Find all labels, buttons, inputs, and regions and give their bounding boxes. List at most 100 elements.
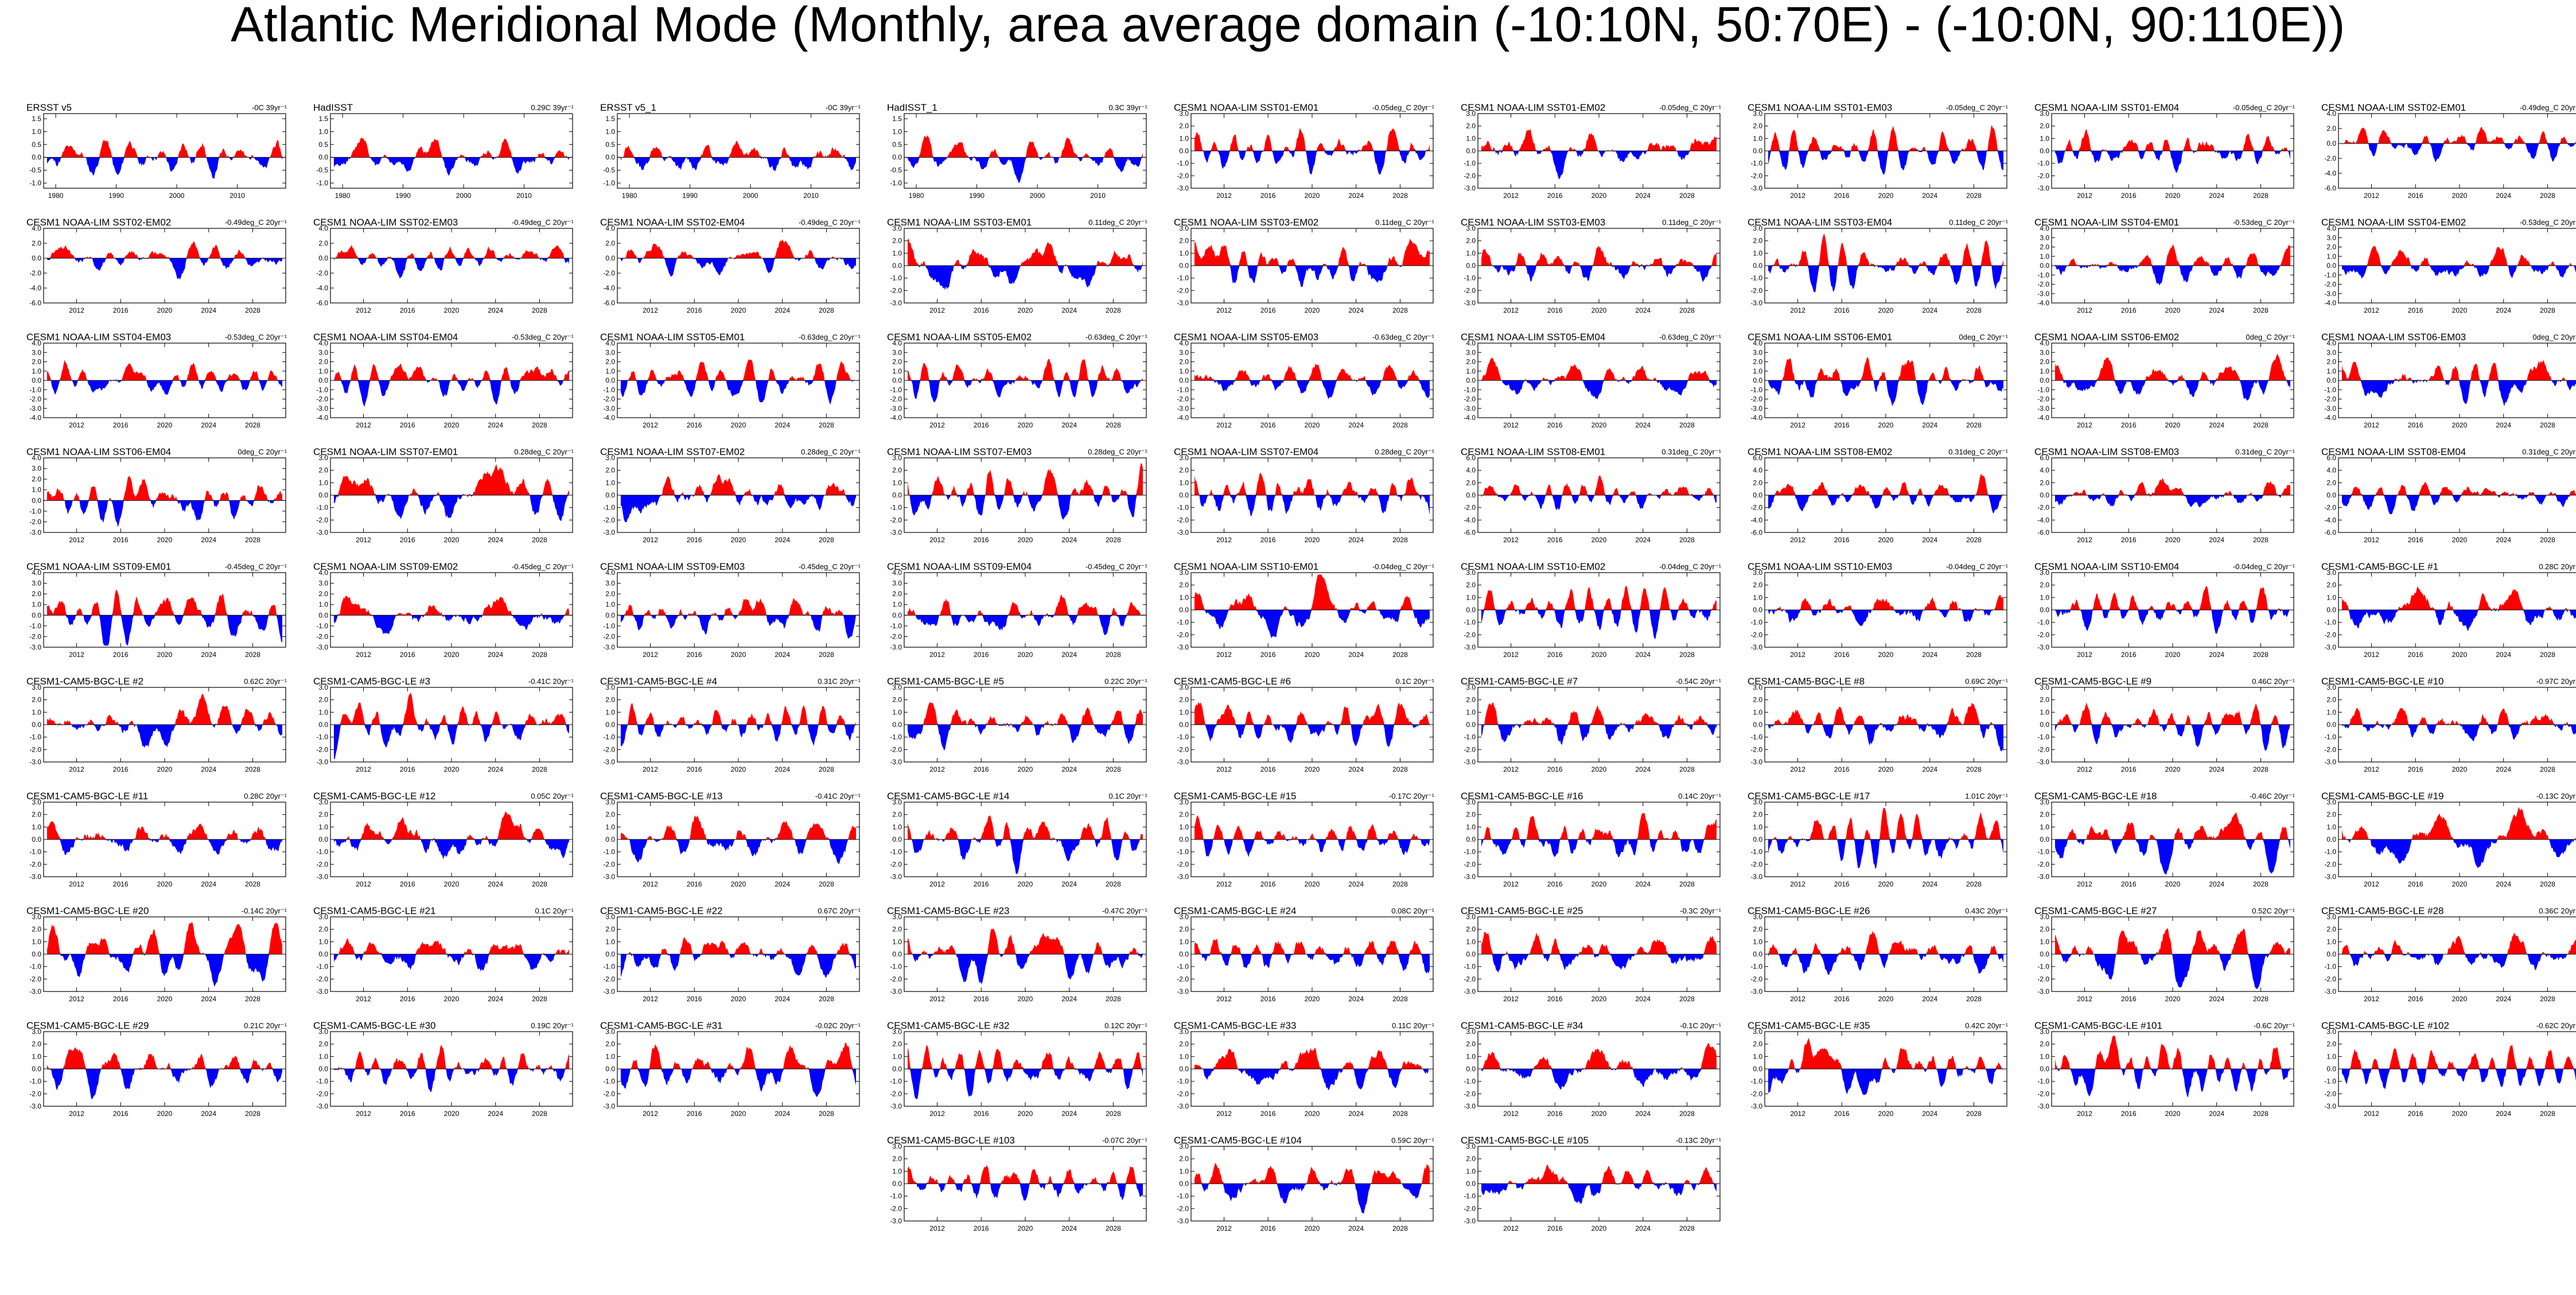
x-tick-label: 2024: [201, 651, 216, 659]
x-tick-label: 2028: [1679, 192, 1695, 200]
x-tick-label: 2024: [1348, 536, 1364, 544]
x-tick-label: 2028: [2253, 995, 2268, 1003]
x-tick-label: 2020: [1591, 995, 1607, 1003]
x-tick-label: 2012: [1216, 421, 1232, 429]
x-tick-label: 2016: [2121, 536, 2137, 544]
x-tick-label: 2016: [1547, 651, 1563, 659]
panel-trend-label: 0.28C 20yr⁻¹: [244, 792, 287, 800]
y-tick-label: -1.0: [1177, 619, 1189, 627]
y-tick-label: 3.0: [2326, 348, 2336, 356]
y-tick-label: -1.0: [316, 963, 328, 971]
x-tick-label: 2024: [2496, 306, 2511, 314]
panel-trend-label: 0.42C 20yr⁻¹: [1965, 1021, 2008, 1030]
x-tick-label: 2028: [532, 651, 547, 659]
x-tick-label: 2016: [974, 765, 989, 773]
y-tick-label: -2.0: [1750, 631, 1762, 639]
y-tick-label: 2.0: [2040, 1040, 2049, 1048]
x-tick-label: 2024: [1061, 536, 1077, 544]
x-tick-label: 2016: [1547, 1110, 1563, 1118]
x-tick-label: 2024: [2209, 1110, 2224, 1118]
x-tick-label: 2016: [2121, 765, 2137, 773]
y-tick-label: -1.0: [1177, 1192, 1189, 1200]
panel-trend-label: 0.19C 20yr⁻¹: [531, 1021, 574, 1030]
y-tick-label: 0.0: [1466, 147, 1476, 155]
y-tick-label: 0.0: [892, 1180, 902, 1188]
chart-panel: 4.0 2.0 0.0 -2.0 -4.0 -6.0 2012 2016 2020 2024 202…: [2318, 100, 2576, 215]
y-tick-label: 3.0: [892, 683, 902, 691]
x-tick-label: 2012: [2077, 192, 2092, 200]
chart-panel: 1.5 1.0 0.5 0.0 -0.5 -1.0 1980 1990 2000 2010 ERSS…: [597, 100, 884, 215]
y-tick-label: -1.0: [316, 622, 328, 630]
y-tick-label: 2.0: [1753, 479, 1762, 487]
x-tick-label: 2012: [643, 421, 658, 429]
y-tick-label: 1.0: [32, 127, 41, 135]
x-tick-label: 2012: [1216, 192, 1232, 200]
negative-anomaly-area: [621, 495, 856, 522]
y-tick-label: -1.0: [1464, 848, 1476, 856]
y-tick-label: -3.0: [2037, 290, 2049, 298]
chart-panel: 3.0 2.0 1.0 0.0 -1.0 -2.0 -3.0 2012 2016 2020 2024…: [1744, 215, 2031, 329]
panel-trend-label: 0.31deg_C 20yr⁻¹: [1661, 448, 1721, 456]
panel-trend-label: 0.11deg_C 20yr⁻¹: [1662, 218, 1721, 227]
chart-panel: 6.0 4.0 2.0 0.0 -2.0 -4.0 -6.0 2012 2016 2020 2024…: [1744, 444, 2031, 559]
y-tick-label: -1.0: [1177, 1078, 1189, 1086]
y-tick-label: 3.0: [1753, 224, 1762, 232]
chart-panel: 3.0 2.0 1.0 0.0 -1.0 -2.0 -3.0 2012 2016 2020 2024…: [2031, 788, 2318, 903]
y-tick-label: 2.0: [2326, 1040, 2336, 1048]
x-tick-label: 2016: [2121, 192, 2137, 200]
x-tick-label: 2020: [2452, 651, 2468, 659]
x-tick-label: 2016: [2121, 1110, 2137, 1118]
y-tick-label: 2.0: [2040, 811, 2049, 819]
x-tick-label: 2020: [157, 421, 173, 429]
y-tick-label: 1.5: [318, 115, 328, 123]
y-tick-label: -2.0: [890, 745, 902, 753]
x-tick-label: 2028: [1392, 192, 1408, 200]
x-tick-label: 2028: [1392, 1110, 1408, 1118]
x-tick-label: 2024: [2496, 880, 2511, 888]
x-tick-label: 2020: [157, 536, 173, 544]
y-tick-label: 2.0: [32, 811, 41, 819]
panel-trend-label: -0.41C 20yr⁻¹: [528, 677, 574, 686]
y-tick-label: 0.0: [2040, 950, 2049, 958]
y-tick-label: -4.0: [316, 414, 328, 422]
negative-anomaly-area: [908, 157, 1143, 184]
negative-anomaly-area: [2342, 725, 2576, 741]
chart-panel: 6.0 4.0 2.0 0.0 -2.0 -4.0 -6.0 2012 2016 2020 2024…: [1457, 444, 1744, 559]
chart-panel: 4.0 2.0 0.0 -2.0 -4.0 -6.0 2012 2016 2020 2024 202…: [310, 215, 597, 329]
x-tick-label: 2020: [1305, 765, 1320, 773]
panel-trend-label: 0.1C 20yr⁻¹: [1395, 677, 1434, 686]
x-tick-label: 2012: [2364, 1110, 2379, 1118]
y-tick-label: 1.0: [32, 486, 41, 494]
x-tick-label: 2024: [1635, 1224, 1651, 1232]
x-tick-label: 2020: [731, 421, 746, 429]
x-tick-label: 2010: [1090, 192, 1106, 200]
panel-title: CESM1 NOAA-LIM SST09-EM02: [313, 561, 458, 572]
y-tick-label: 0.5: [318, 141, 328, 149]
y-tick-label: -3.0: [29, 1102, 41, 1110]
y-tick-label: 0.0: [318, 835, 328, 843]
x-tick-label: 2016: [687, 1110, 702, 1118]
y-tick-label: 4.0: [318, 569, 328, 577]
y-tick-label: -1.0: [1750, 274, 1762, 282]
y-tick-label: 0.0: [2040, 835, 2049, 843]
y-tick-label: 1.0: [605, 708, 615, 716]
positive-anomaly-area: [334, 595, 569, 616]
x-tick-label: 2020: [2452, 880, 2468, 888]
y-tick-label: 2.0: [2040, 696, 2049, 704]
positive-anomaly-area: [2055, 129, 2290, 151]
y-tick-label: -4.0: [2037, 516, 2049, 524]
x-tick-label: 2016: [1834, 765, 1850, 773]
y-tick-label: 2.0: [1466, 1155, 1476, 1163]
y-tick-label: 2.0: [2040, 358, 2049, 366]
x-tick-label: 2028: [819, 421, 834, 429]
x-tick-label: 2028: [1679, 651, 1695, 659]
panel-title: CESM1-CAM5-BGC-LE #3: [313, 676, 431, 687]
x-tick-label: 2020: [1018, 880, 1033, 888]
y-tick-label: 1.0: [2040, 823, 2049, 831]
